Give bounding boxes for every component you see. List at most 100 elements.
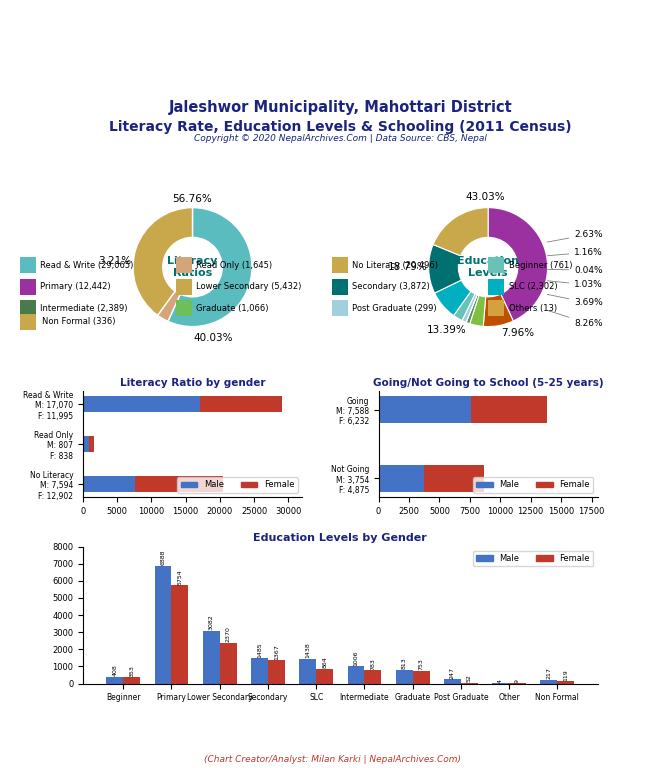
Text: 6888: 6888	[161, 550, 165, 565]
Bar	[347, 667, 365, 684]
Wedge shape	[133, 207, 193, 316]
Bar	[220, 643, 236, 684]
Bar	[124, 677, 140, 684]
Wedge shape	[168, 207, 252, 326]
Bar	[471, 396, 546, 423]
Bar	[540, 680, 557, 684]
Text: Read Only (1,645): Read Only (1,645)	[197, 261, 272, 270]
Text: Primary (12,442): Primary (12,442)	[40, 283, 111, 291]
Text: 56.76%: 56.76%	[173, 194, 212, 204]
Text: (Chart Creator/Analyst: Milan Karki | NepalArchives.Com): (Chart Creator/Analyst: Milan Karki | Ne…	[203, 755, 461, 764]
FancyBboxPatch shape	[20, 300, 36, 316]
Text: Education
Levels: Education Levels	[457, 257, 519, 278]
Text: 408: 408	[112, 664, 118, 676]
Text: 1.16%: 1.16%	[547, 248, 603, 257]
Wedge shape	[483, 294, 513, 326]
Text: 7.96%: 7.96%	[501, 327, 535, 337]
Text: 864: 864	[322, 657, 327, 668]
Wedge shape	[435, 280, 471, 316]
Text: Intermediate (2,389): Intermediate (2,389)	[40, 304, 127, 313]
Text: 119: 119	[563, 669, 568, 681]
FancyBboxPatch shape	[176, 300, 192, 316]
Text: 8.26%: 8.26%	[547, 310, 603, 328]
Text: 2370: 2370	[226, 627, 230, 643]
Bar	[106, 677, 124, 684]
FancyBboxPatch shape	[20, 257, 36, 273]
Bar	[299, 659, 316, 684]
Bar	[365, 670, 381, 684]
Bar	[135, 476, 223, 492]
Text: Literacy
Ratios: Literacy Ratios	[167, 257, 218, 278]
Bar	[83, 396, 200, 412]
Wedge shape	[466, 295, 479, 323]
Text: 217: 217	[546, 667, 551, 679]
Bar	[412, 670, 430, 684]
Text: Lower Secondary (5,432): Lower Secondary (5,432)	[197, 283, 301, 291]
Bar	[268, 660, 285, 684]
Text: No Literacy (20,496): No Literacy (20,496)	[353, 261, 438, 270]
Text: 1438: 1438	[305, 643, 310, 658]
Text: Copyright © 2020 NepalArchives.Com | Data Source: CBS, Nepal: Copyright © 2020 NepalArchives.Com | Dat…	[194, 134, 487, 143]
Text: 753: 753	[418, 658, 424, 670]
Text: Graduate (1,066): Graduate (1,066)	[197, 304, 269, 313]
FancyBboxPatch shape	[20, 279, 36, 295]
Bar	[203, 631, 220, 684]
Text: 43.03%: 43.03%	[465, 192, 505, 202]
Text: 9: 9	[515, 679, 520, 683]
Text: 52: 52	[467, 674, 472, 682]
Title: Literacy Ratio by gender: Literacy Ratio by gender	[120, 378, 265, 388]
Bar	[396, 670, 412, 684]
Wedge shape	[466, 295, 477, 323]
Wedge shape	[462, 294, 477, 323]
FancyBboxPatch shape	[332, 257, 348, 273]
Legend: Male, Female: Male, Female	[473, 551, 594, 567]
Text: 3.69%: 3.69%	[547, 294, 603, 307]
Text: 1367: 1367	[274, 644, 279, 660]
Text: 1485: 1485	[257, 642, 262, 657]
Text: Non Formal (336): Non Formal (336)	[42, 317, 116, 326]
Text: 813: 813	[402, 657, 407, 669]
Text: Read & Write (29,065): Read & Write (29,065)	[40, 261, 133, 270]
FancyBboxPatch shape	[332, 300, 348, 316]
Legend: Male, Female: Male, Female	[473, 477, 594, 492]
Text: 1006: 1006	[353, 650, 359, 666]
Wedge shape	[157, 291, 180, 321]
Bar	[378, 396, 471, 423]
Wedge shape	[454, 291, 475, 320]
Text: 783: 783	[371, 657, 375, 670]
Text: Post Graduate (299): Post Graduate (299)	[353, 304, 437, 313]
Bar	[171, 585, 189, 684]
Bar	[316, 669, 333, 684]
FancyBboxPatch shape	[332, 279, 348, 295]
Wedge shape	[433, 207, 488, 256]
Bar	[251, 658, 268, 684]
Bar	[424, 465, 483, 492]
Bar	[83, 436, 88, 452]
Text: Literacy Rate, Education Levels & Schooling (2011 Census): Literacy Rate, Education Levels & School…	[109, 120, 572, 134]
Text: 40.03%: 40.03%	[193, 333, 233, 343]
Text: Secondary (3,872): Secondary (3,872)	[353, 283, 430, 291]
FancyBboxPatch shape	[176, 279, 192, 295]
Bar	[88, 436, 94, 452]
Bar	[155, 565, 171, 684]
Text: 2.63%: 2.63%	[547, 230, 603, 242]
Bar	[200, 396, 282, 412]
Bar	[557, 681, 574, 684]
Text: SLC (2,302): SLC (2,302)	[509, 283, 557, 291]
Text: Jaleshwor Municipality, Mahottari District: Jaleshwor Municipality, Mahottari Distri…	[169, 100, 512, 114]
Wedge shape	[488, 207, 548, 321]
Title: Education Levels by Gender: Education Levels by Gender	[254, 533, 427, 543]
FancyBboxPatch shape	[488, 279, 504, 295]
FancyBboxPatch shape	[176, 257, 192, 273]
Bar	[444, 679, 461, 684]
Text: 0.04%: 0.04%	[547, 266, 603, 275]
Text: 3082: 3082	[208, 614, 214, 631]
Bar	[461, 683, 478, 684]
Bar	[83, 476, 135, 492]
Text: 353: 353	[129, 665, 134, 677]
Legend: Male, Female: Male, Female	[177, 477, 298, 492]
Text: 4: 4	[498, 679, 503, 683]
Wedge shape	[469, 296, 485, 326]
Title: Going/Not Going to School (5-25 years): Going/Not Going to School (5-25 years)	[373, 378, 604, 388]
Wedge shape	[429, 244, 461, 293]
